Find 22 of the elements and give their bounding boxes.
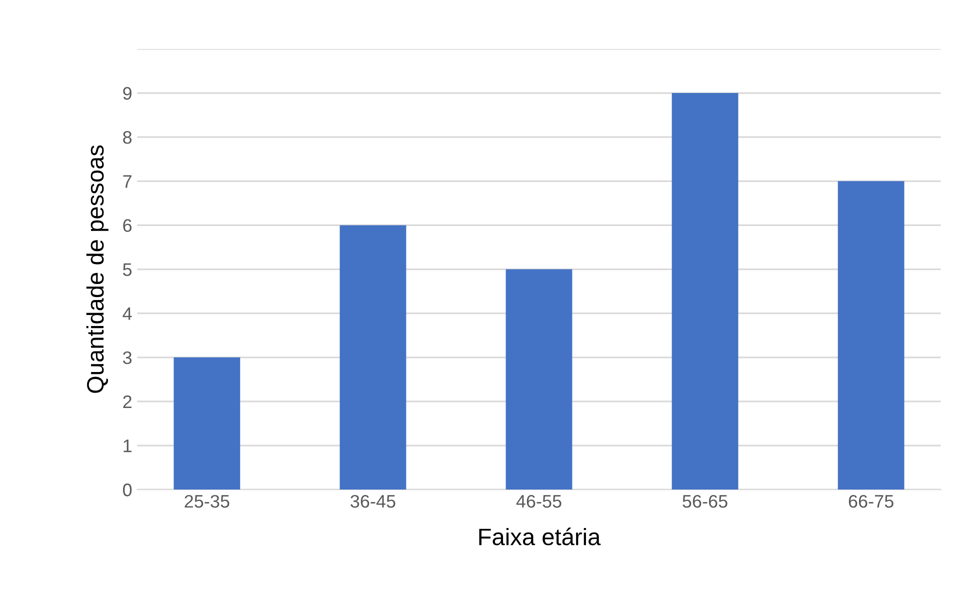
x-tick-label: 66-75 — [848, 494, 894, 508]
y-tick-label: 2 — [123, 395, 132, 408]
y-tick-label: 4 — [122, 307, 132, 320]
y-tick-label: 3 — [122, 351, 132, 364]
bar — [672, 93, 738, 490]
y-tick-label: 7 — [123, 175, 132, 188]
y-tick-label: 8 — [123, 131, 132, 144]
bar — [174, 357, 240, 490]
y-tick-label: 5 — [123, 263, 132, 276]
x-axis-title: Faixa etária — [479, 528, 601, 546]
y-tick-label: 0 — [123, 484, 132, 496]
bar — [340, 225, 406, 490]
bar — [506, 269, 572, 490]
x-tick-label: 36-45 — [350, 494, 396, 508]
y-tick-label: 6 — [123, 219, 132, 232]
y-axis-title: Quantidade de pessoas — [86, 145, 108, 393]
x-tick-label: 56-65 — [682, 494, 728, 508]
x-tick-label: 25-35 — [184, 494, 230, 508]
x-tick-label: 46-55 — [516, 494, 562, 508]
y-tick-label: 1 — [124, 440, 132, 452]
bar — [838, 181, 904, 490]
y-tick-label: 9 — [123, 86, 132, 100]
